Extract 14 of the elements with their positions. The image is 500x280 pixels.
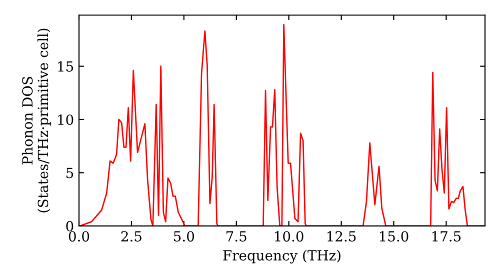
x-tick-label: 17.5 bbox=[432, 231, 461, 242]
x-tick-label: 7.5 bbox=[226, 231, 246, 242]
x-tick-label: 2.5 bbox=[121, 231, 142, 242]
y-tick-label: 15 bbox=[58, 61, 74, 72]
y-tick-label: 10 bbox=[58, 114, 74, 125]
y-axis-title: Phonon DOS (States/THz·primitive cell) bbox=[22, 28, 51, 212]
x-tick-label: 0.0 bbox=[68, 231, 90, 242]
y-tick-label: 5 bbox=[66, 168, 74, 178]
x-tick-label: 5.0 bbox=[174, 231, 194, 242]
x-axis-title: Frequency (THz) bbox=[223, 250, 340, 264]
x-tick-label: 12.5 bbox=[328, 231, 356, 242]
y-tick-label: 0 bbox=[66, 220, 74, 232]
x-tick-label: 10.0 bbox=[275, 231, 304, 242]
x-tick-label: 15.0 bbox=[380, 231, 408, 242]
